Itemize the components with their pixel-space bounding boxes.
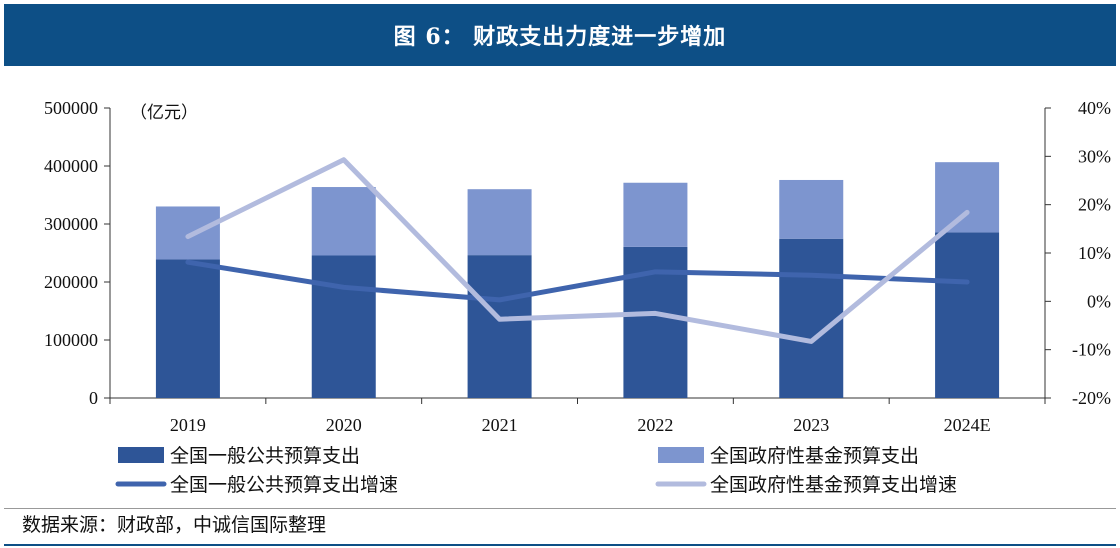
legend-item-fund-growth: 全国政府性基金预算支出增速 bbox=[655, 474, 957, 496]
right-tick-label: -10% bbox=[1072, 340, 1111, 360]
legend-label: 全国政府性基金预算支出 bbox=[710, 445, 919, 467]
line-general-growth bbox=[185, 259, 970, 303]
x-tick-label: 2019 bbox=[170, 415, 206, 435]
bar-fund-budget bbox=[467, 189, 532, 256]
legend-label: 全国一般公共预算支出 bbox=[170, 445, 360, 467]
x-tick-label: 2020 bbox=[326, 415, 362, 435]
legend-item-general-budget: 全国一般公共预算支出 bbox=[118, 445, 360, 467]
bar-fund-budget bbox=[623, 182, 688, 247]
line-fund-growth bbox=[185, 157, 970, 344]
chart-title: 图 6： 财政支出力度进一步增加 bbox=[393, 24, 727, 50]
x-tick-label: 2023 bbox=[793, 415, 829, 435]
unit-label: （亿元） bbox=[130, 103, 198, 123]
x-tick-label: 2021 bbox=[482, 415, 518, 435]
legend-item-fund-budget: 全国政府性基金预算支出 bbox=[658, 445, 919, 467]
right-tick-label: -20% bbox=[1072, 388, 1111, 408]
bar-general-budget bbox=[779, 238, 844, 398]
source-note: 数据来源：财政部，中诚信国际整理 bbox=[22, 514, 327, 536]
bar-fund-budget bbox=[779, 179, 844, 239]
bar-general-budget bbox=[155, 259, 220, 398]
left-tick-label: 0 bbox=[89, 388, 98, 408]
right-tick-label: 40% bbox=[1078, 98, 1111, 118]
right-tick-label: 20% bbox=[1078, 195, 1111, 215]
axes-layer: 0 100000 200000 300000 400000 500000 -20% -10% 0… bbox=[44, 98, 1111, 435]
bars-layer bbox=[155, 162, 1000, 398]
left-tick-label: 500000 bbox=[44, 98, 98, 118]
x-tick-label: 2024E bbox=[944, 415, 991, 435]
legend-label: 全国政府性基金预算支出增速 bbox=[710, 474, 957, 496]
right-tick-label: 0% bbox=[1087, 291, 1111, 311]
right-tick-label: 10% bbox=[1078, 243, 1111, 263]
bar-general-budget bbox=[935, 232, 1000, 398]
legend-label: 全国一般公共预算支出增速 bbox=[170, 474, 398, 496]
left-tick-label: 300000 bbox=[44, 214, 98, 234]
left-tick-label: 200000 bbox=[44, 272, 98, 292]
chart-title-banner: 图 6： 财政支出力度进一步增加 bbox=[4, 4, 1116, 66]
footer-divider bbox=[4, 508, 1116, 509]
bar-fund-budget bbox=[155, 206, 220, 260]
legend-item-general-growth: 全国一般公共预算支出增速 bbox=[115, 474, 398, 496]
left-tick-label: 100000 bbox=[44, 330, 98, 350]
bottom-border bbox=[4, 544, 1116, 546]
lines-layer bbox=[185, 157, 970, 344]
bar-general-budget bbox=[311, 255, 376, 398]
right-tick-label: 30% bbox=[1078, 146, 1111, 166]
legend-swatch bbox=[658, 447, 704, 463]
bar-fund-budget bbox=[935, 162, 1000, 233]
bar-general-budget bbox=[467, 255, 532, 398]
bar-fund-budget bbox=[311, 187, 376, 256]
left-tick-label: 400000 bbox=[44, 156, 98, 176]
legend-swatch bbox=[118, 447, 164, 463]
x-tick-label: 2022 bbox=[637, 415, 673, 435]
